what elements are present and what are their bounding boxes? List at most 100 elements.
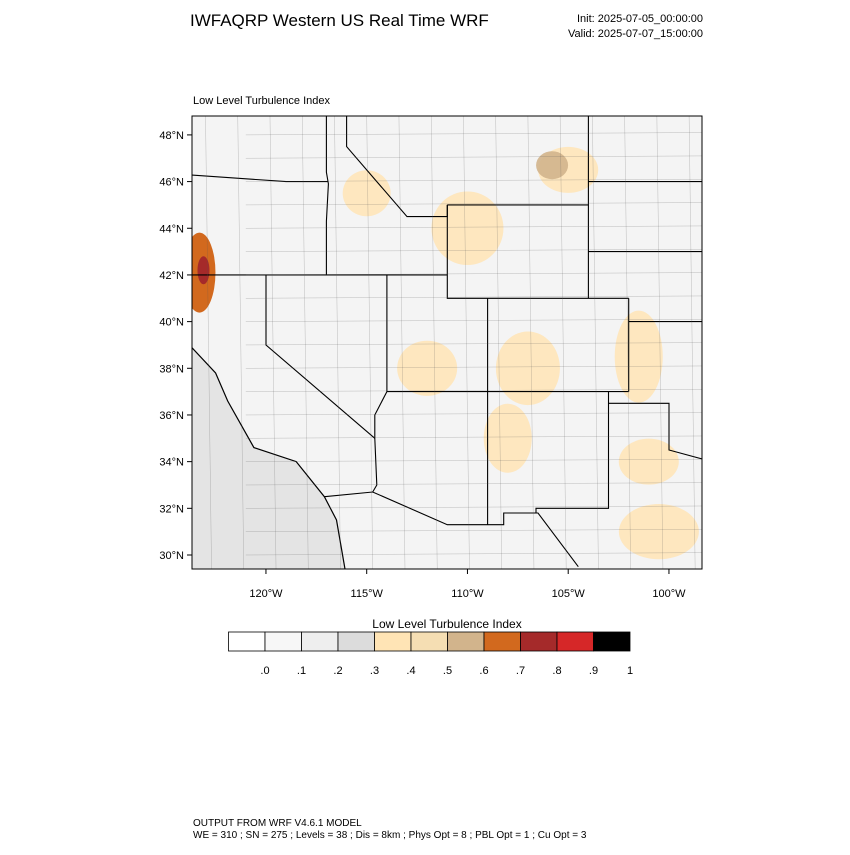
- footer-line: WE = 310 ; SN = 275 ; Levels = 38 ; Dis …: [193, 830, 587, 841]
- valid-time: Valid: 2025-07-07_15:00:00: [568, 28, 703, 40]
- state-border: [346, 116, 448, 218]
- county-line: [527, 116, 535, 569]
- y-tick-label: 48°N: [159, 130, 184, 142]
- y-tick-label: 46°N: [159, 177, 184, 189]
- county-line: [624, 116, 631, 569]
- county-line: [245, 249, 702, 252]
- colorbar-label: 1: [627, 665, 633, 677]
- county-line: [245, 412, 702, 416]
- map-frame: [191, 115, 703, 570]
- shading: [342, 170, 391, 217]
- county-line: [269, 116, 277, 569]
- colorbar-box: [593, 631, 631, 652]
- shading: [197, 256, 210, 285]
- colorbar-box: [374, 631, 412, 652]
- colorbar-box: [483, 631, 521, 652]
- county-line: [334, 116, 341, 569]
- county-line: [245, 505, 702, 509]
- colorbar-label: .6: [479, 665, 488, 677]
- shading: [431, 191, 504, 266]
- county-line: [431, 116, 438, 569]
- shading: [614, 310, 663, 403]
- county-line: [245, 179, 702, 182]
- county-line: [245, 529, 702, 532]
- init-time: Init: 2025-07-05_00:00:00: [577, 13, 703, 25]
- state-border: [372, 274, 388, 493]
- colorbar-box: [228, 631, 266, 652]
- county-line: [495, 116, 502, 569]
- state-border: [535, 391, 610, 513]
- colorbar-box: [301, 631, 339, 652]
- state-border: [729, 112, 739, 252]
- county-line: [245, 389, 702, 392]
- colorbar-label: .3: [370, 665, 379, 677]
- county-line: [245, 295, 702, 299]
- y-tick-label: 44°N: [159, 223, 184, 235]
- colorbar-label: .9: [589, 665, 598, 677]
- x-tick-label: 100°W: [652, 588, 686, 600]
- footer-line: OUTPUT FROM WRF V4.6.1 MODEL: [193, 818, 362, 829]
- colorbar-label: .8: [552, 665, 561, 677]
- x-tick-label: 120°W: [249, 588, 283, 600]
- plot-label: Low Level Turbulence Index: [193, 95, 330, 107]
- colorbar-label: .4: [406, 665, 415, 677]
- x-tick-label: 105°W: [552, 588, 586, 600]
- y-tick-label: 40°N: [159, 317, 184, 329]
- county-line: [656, 116, 664, 569]
- county-line: [398, 116, 406, 569]
- shading: [495, 331, 560, 406]
- county-line: [245, 155, 702, 159]
- county-line: [366, 116, 373, 569]
- county-line: [559, 116, 567, 569]
- shading: [397, 340, 458, 396]
- colorbar: .0 .1 .2 .3 .4 .5 .6 .7 .8 .9 1: [228, 631, 633, 677]
- state-border: [192, 174, 329, 183]
- shading: [618, 438, 679, 485]
- y-tick-label: 32°N: [159, 503, 184, 515]
- land: [192, 116, 702, 569]
- county-line: [245, 552, 702, 556]
- county-line: [245, 132, 702, 136]
- county-line: [245, 319, 702, 322]
- state-border: [446, 204, 629, 299]
- y-tick-label: 36°N: [159, 410, 184, 422]
- county-line: [688, 116, 696, 569]
- y-tick-label: 42°N: [159, 270, 184, 282]
- colorbar-box: [337, 631, 375, 652]
- colorbar-box: [556, 631, 594, 652]
- map: [192, 112, 739, 569]
- y-tick-label: 38°N: [159, 363, 184, 375]
- county-line: [463, 116, 470, 569]
- county-line: [245, 225, 702, 229]
- shading: [618, 504, 699, 560]
- state-border: [325, 116, 329, 275]
- county-line: [302, 116, 309, 569]
- colorbar-box: [410, 631, 448, 652]
- colorbar-label: .5: [443, 665, 452, 677]
- county-line: [237, 116, 244, 569]
- colorbar-label: .1: [297, 665, 306, 677]
- county-line: [245, 482, 702, 486]
- colorbar-label: .0: [260, 665, 269, 677]
- county-line: [245, 272, 702, 276]
- y-tick-label: 34°N: [159, 457, 184, 469]
- colorbar-label: .7: [516, 665, 525, 677]
- colorbar-box: [520, 631, 558, 652]
- shading: [483, 403, 532, 473]
- state-border: [324, 491, 579, 568]
- state-border: [608, 402, 702, 460]
- colorbar-box: [264, 631, 302, 652]
- colorbar-label: .2: [333, 665, 342, 677]
- colorbar-box: [447, 631, 485, 652]
- county-line: [245, 342, 702, 346]
- county-line: [592, 116, 599, 569]
- x-tick-label: 115°W: [351, 588, 384, 600]
- county-line: [245, 435, 702, 439]
- county-line: [245, 365, 702, 369]
- county-line: [205, 116, 212, 569]
- y-tick-label: 30°N: [159, 550, 184, 562]
- title: IWFAQRP Western US Real Time WRF: [190, 11, 489, 30]
- county-line: [245, 202, 702, 206]
- colorbar-title: Low Level Turbulence Index: [372, 617, 521, 631]
